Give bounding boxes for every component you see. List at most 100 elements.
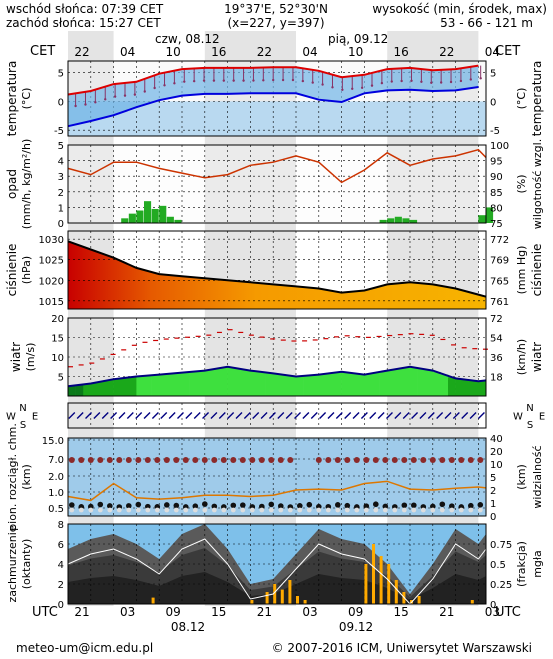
temperature-axis-title: temperatura <box>5 61 19 137</box>
tick-label-right: 0 <box>490 512 496 523</box>
wind-arrow <box>427 412 435 419</box>
hour-label-top: 10 <box>348 45 363 59</box>
fog-bar <box>250 600 254 604</box>
wind-speed-bar <box>448 377 456 396</box>
cloud-top-dot <box>344 457 351 463</box>
temperature-axis-title-right: temperatura <box>530 61 544 137</box>
cloud-top-dot <box>277 457 284 463</box>
humidity-line <box>67 148 487 184</box>
visibility-axis-title: widzialność <box>531 445 544 508</box>
cloud-base-dot <box>145 503 151 510</box>
tick-label-right: 0 <box>490 600 496 611</box>
apparent-temp-dot <box>479 77 482 80</box>
cloud-top-dot <box>163 457 170 463</box>
cloud-top-dot <box>135 457 142 463</box>
pressure-axis-title: ciśnienie <box>5 244 19 297</box>
wind-arrow <box>452 412 460 419</box>
hour-ticks-top: 22 04 10 16 22 04 10 16 22 04 <box>74 45 500 59</box>
wind-speed-bar <box>227 367 236 396</box>
cloud-base-dot <box>230 502 237 509</box>
apparent-temp-dot <box>331 86 334 89</box>
apparent-temp-dot <box>301 79 305 83</box>
wind-arrow <box>268 412 276 419</box>
cloud-base-dot <box>306 501 313 508</box>
apparent-temp-dot <box>143 90 146 93</box>
wind-speed-bar <box>379 371 388 396</box>
cloud-base-dot <box>439 501 446 508</box>
compass-left: N <box>19 403 26 414</box>
wind-speed-bar <box>455 378 464 396</box>
wind-speed-bar <box>402 367 411 396</box>
wind-arrow <box>168 412 176 419</box>
tick-label-right: 761 <box>490 297 509 308</box>
wind-arrow <box>369 412 377 419</box>
precip-axis-unit: (mm/h, kg/m²/h) <box>20 139 33 230</box>
tick-label-left: 20 <box>51 314 64 325</box>
precip-bar <box>486 207 494 223</box>
pressure-axis-unit-right: (mm Hg) <box>515 246 528 295</box>
apparent-temp-dot <box>212 79 216 82</box>
tick-label-left: 7.0 <box>48 455 64 466</box>
wind-speed-bar <box>159 374 168 396</box>
cloud-base-dot-light <box>335 507 341 513</box>
fog-bar <box>372 544 375 604</box>
cloud-top-dot <box>154 457 161 463</box>
wind-arrow <box>85 412 93 419</box>
apparent-temp-dot <box>192 79 196 83</box>
footer-email[interactable]: meteo-um@icm.edu.pl <box>16 641 153 655</box>
precip-bar <box>174 219 182 223</box>
cloud-top-dot <box>410 457 417 463</box>
fog-bar <box>470 600 474 604</box>
cloud-base-dot-light <box>78 507 84 513</box>
wind-speed-bar <box>410 367 418 396</box>
cloud-top-dot <box>220 457 227 463</box>
cloud-base-dot <box>373 501 379 508</box>
wind-arrow <box>402 412 410 419</box>
apparent-temp-dot <box>94 101 97 104</box>
pressure-fill <box>68 241 486 309</box>
tick-label-left: 5 <box>58 373 64 384</box>
precipitation-panel: 0 1 2 3 4 5 75 80 85 90 95 100 opad (mm/h, kg/m²/h) (%… <box>5 139 544 230</box>
precip-bar <box>166 216 174 223</box>
wind-arrow <box>377 412 385 419</box>
wind-axis-unit: (m/s) <box>24 343 37 372</box>
hour-label-top: 22 <box>439 45 454 59</box>
cloud-top-dot <box>334 457 341 463</box>
visibility-line <box>67 480 487 502</box>
cloud-cover-axis-title: zachmurzenie <box>6 525 19 602</box>
wind-arrow <box>469 412 477 419</box>
panel-frame <box>67 60 487 137</box>
cloud-base-dot-light <box>249 507 255 513</box>
wind-speed-bar <box>349 373 358 396</box>
wind-speed-bar <box>394 368 403 396</box>
tick-label-left: 0.5 <box>48 504 64 515</box>
panel-frame <box>67 144 487 224</box>
apparent-temp-dot <box>360 86 364 89</box>
cloud-base-dot <box>88 503 94 510</box>
apparent-temp-dot <box>439 81 443 84</box>
cloud-top-dot <box>144 457 151 463</box>
wind-arrow <box>68 412 76 419</box>
wind-arrow <box>126 412 134 419</box>
cloud-top-dot <box>258 457 265 463</box>
cloud-top-dot <box>78 457 85 463</box>
apparent-temp-dot <box>341 88 344 91</box>
hour-label-top: 22 <box>74 45 89 59</box>
wind-speed-bar <box>280 374 289 396</box>
fog-bar <box>265 592 269 604</box>
wind-speed-bar <box>204 370 213 396</box>
cloud-base-dot-light <box>449 507 455 513</box>
apparent-temp-dot <box>222 79 225 82</box>
cloud-base-dot-light <box>420 507 426 513</box>
apparent-temp-dot <box>281 78 285 82</box>
hour-label-bottom: 09 <box>348 605 363 619</box>
cloud-top-dot <box>420 457 427 463</box>
cloud-base-dot-light <box>202 507 208 513</box>
wind-arrow <box>344 412 352 419</box>
wind-speed-bar <box>303 375 312 396</box>
tick-label-right: 5 <box>490 473 496 484</box>
tick-label-left: 1 <box>58 203 64 214</box>
cloud-base-dot <box>126 503 132 509</box>
cloud-base-dot-light <box>278 507 284 513</box>
fog-axis-unit: (frakcja) <box>515 541 528 587</box>
